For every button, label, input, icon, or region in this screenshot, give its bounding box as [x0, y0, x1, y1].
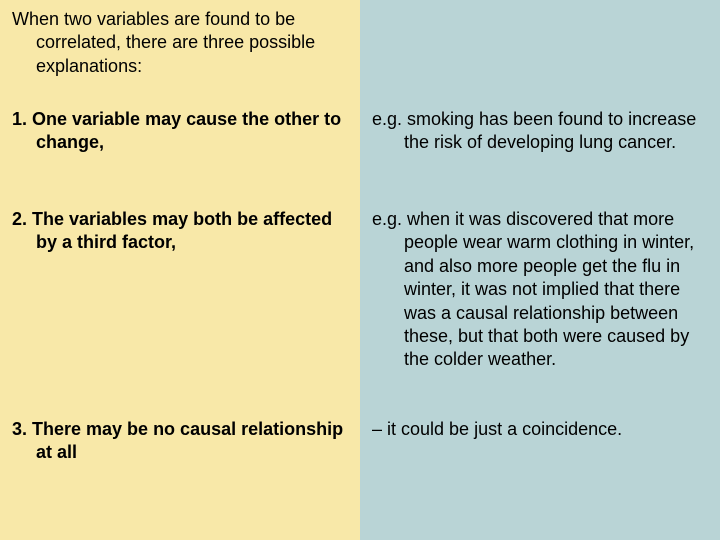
item-3: 3. There may be no causal relationship a… — [12, 418, 348, 465]
example-1: e.g. smoking has been found to increase … — [372, 108, 708, 155]
left-column: When two variables are found to be corre… — [0, 0, 360, 540]
item-2-row: 2. The variables may both be affected by… — [12, 208, 348, 418]
example-3-row: – it could be just a coincidence. — [372, 418, 708, 508]
example-3: – it could be just a coincidence. — [372, 418, 708, 441]
example-1-row: e.g. smoking has been found to increase … — [372, 108, 708, 208]
intro-text: When two variables are found to be corre… — [12, 8, 348, 78]
example-2-row: e.g. when it was discovered that more pe… — [372, 208, 708, 418]
item-1-row: 1. One variable may cause the other to c… — [12, 108, 348, 208]
example-2: e.g. when it was discovered that more pe… — [372, 208, 708, 372]
right-header-spacer — [372, 8, 708, 108]
item-2: 2. The variables may both be affected by… — [12, 208, 348, 255]
item-1: 1. One variable may cause the other to c… — [12, 108, 348, 155]
item-3-row: 3. There may be no causal relationship a… — [12, 418, 348, 508]
intro-row: When two variables are found to be corre… — [12, 8, 348, 108]
right-column: e.g. smoking has been found to increase … — [360, 0, 720, 540]
